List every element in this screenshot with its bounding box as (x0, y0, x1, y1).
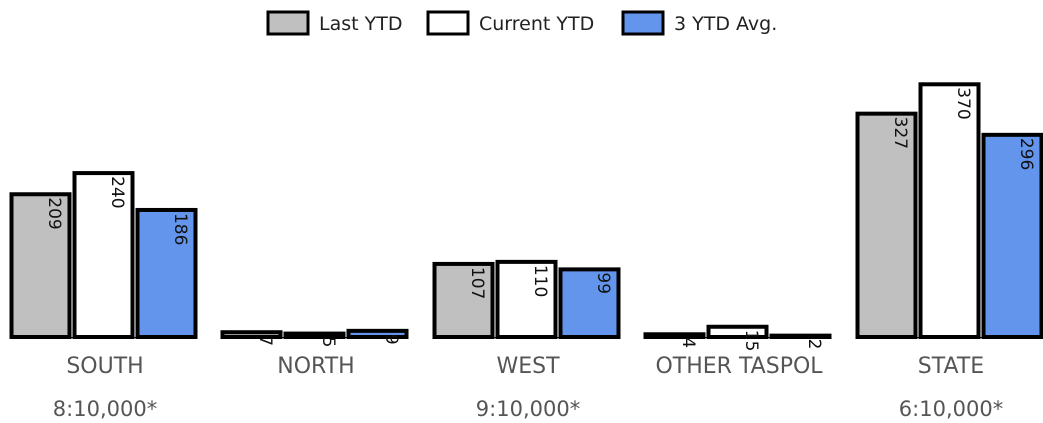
bar-west-current-ytd (495, 259, 558, 339)
value-label-state-last-ytd: 327 (890, 117, 910, 149)
value-label-other-taspol-current-ytd: 15 (741, 330, 761, 352)
bar-state-last-ytd (855, 111, 918, 339)
bar-west-3-ytd-avg (558, 267, 621, 339)
category-label-north: NORTH (277, 354, 354, 379)
category-label-west: WEST (496, 354, 560, 379)
value-label-state-current-ytd: 370 (953, 87, 973, 119)
category-label-other-taspol: OTHER TASPOL (655, 354, 823, 379)
value-label-south-last-ytd: 209 (44, 197, 64, 229)
value-label-other-taspol-last-ytd: 4 (678, 337, 698, 348)
bar-state-current-ytd (918, 82, 981, 340)
value-label-north-3-ytd-avg: 9 (381, 334, 401, 345)
value-label-south-current-ytd: 240 (107, 176, 127, 208)
value-label-other-taspol-3-ytd-avg: 2 (804, 339, 824, 350)
panel-north: 7 5 9 NORTH (220, 328, 409, 379)
value-label-south-3-ytd-avg: 186 (170, 213, 190, 245)
value-label-west-last-ytd: 107 (467, 267, 487, 299)
legend-label-last-ytd: Last YTD (319, 13, 402, 35)
panel-state: 327 370 296 STATE 6:10,000* (855, 82, 1043, 421)
value-label-north-last-ytd: 7 (255, 335, 275, 346)
legend-swatch-3-ytd-avg (621, 10, 665, 36)
legend-item-current-ytd: Current YTD (426, 10, 594, 36)
legend-label-current-ytd: Current YTD (479, 13, 594, 35)
legend: Last YTD Current YTD 3 YTD Avg. (266, 10, 777, 36)
rate-label-south: 8:10,000* (53, 397, 157, 421)
legend-swatch-last-ytd (266, 10, 310, 36)
chart-panels: 209 240 186 SOUTH 8:10,000* 7 5 9 NORTH 107 110 99 W… (9, 82, 1043, 421)
category-label-south: SOUTH (66, 354, 143, 379)
legend-label-3-ytd-avg: 3 YTD Avg. (674, 13, 777, 35)
value-label-state-3-ytd-avg: 296 (1016, 138, 1036, 170)
legend-item-last-ytd: Last YTD (266, 10, 402, 36)
bar-other-taspol-3-ytd-avg (769, 333, 832, 340)
panel-west: 107 110 99 WEST 9:10,000* (432, 259, 621, 421)
rate-label-state: 6:10,000* (899, 397, 1003, 421)
category-label-state: STATE (918, 354, 984, 379)
panel-south: 209 240 186 SOUTH 8:10,000* (9, 171, 198, 421)
panel-other-taspol: 4 15 2 OTHER TASPOL (643, 324, 832, 379)
value-label-west-current-ytd: 110 (530, 265, 550, 297)
legend-item-3-ytd-avg: 3 YTD Avg. (621, 10, 777, 36)
rate-label-west: 9:10,000* (476, 397, 580, 421)
value-label-north-current-ytd: 5 (318, 337, 338, 348)
value-label-west-3-ytd-avg: 99 (593, 272, 613, 294)
legend-swatch-current-ytd (426, 10, 470, 36)
